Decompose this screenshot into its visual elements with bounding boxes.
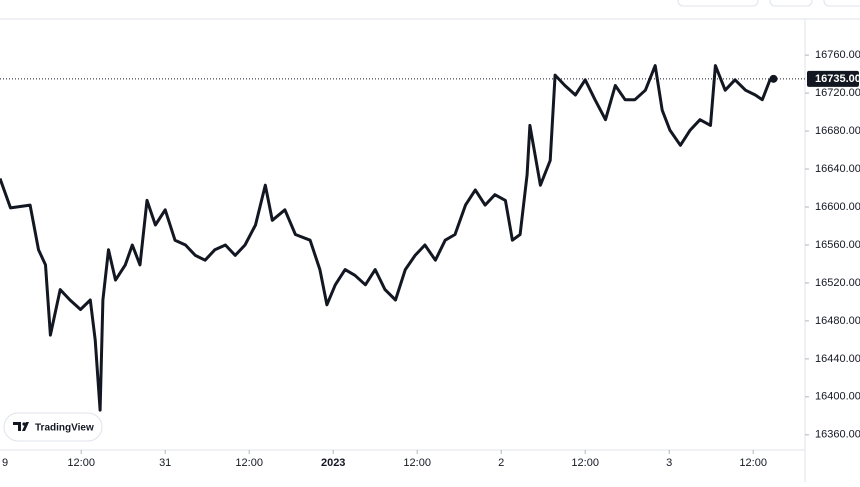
tradingview-logo: TradingView [3, 412, 103, 442]
y-tick-label: 16760.00 [815, 49, 860, 61]
y-tick-label: 16560.00 [815, 239, 860, 251]
y-tick-label: 16400.00 [815, 391, 860, 403]
y-tick-label: 16680.00 [815, 125, 860, 137]
logo-badge [3, 412, 103, 442]
y-tick-label: 16520.00 [815, 277, 860, 289]
x-tick-label: 3 [666, 457, 672, 469]
last-price-badge [807, 70, 859, 87]
y-tick-label: 16720.00 [815, 87, 860, 99]
x-tick-label: 31 [159, 457, 171, 469]
x-tick-label: 12:00 [67, 457, 95, 469]
price-line [0, 64, 774, 412]
x-tick-label: 9 [2, 457, 8, 469]
y-tick-label: 16440.00 [815, 353, 860, 365]
x-tick-label: 12:00 [235, 457, 263, 469]
toolbar-button[interactable] [823, 0, 860, 7]
toolbar-button[interactable] [677, 0, 759, 7]
toolbar-button[interactable] [769, 0, 813, 7]
x-tick-label: 12:00 [571, 457, 599, 469]
x-tick-label: 12:00 [403, 457, 431, 469]
brand: TradingView [35, 423, 94, 434]
y-tick-label: 16640.00 [815, 163, 860, 175]
x-tick-label: 2 [498, 457, 504, 469]
last-price-label: 16735.00 [815, 73, 860, 85]
y-tick-label: 16360.00 [815, 429, 860, 441]
logo-dot [22, 422, 26, 426]
x-tick-label: 12:00 [739, 457, 767, 469]
plot [0, 64, 778, 412]
y-tick-label: 16600.00 [815, 201, 860, 213]
x-tick-label: 2023 [321, 457, 345, 469]
y-tick-label: 16480.00 [815, 315, 860, 327]
last-point [769, 74, 778, 83]
